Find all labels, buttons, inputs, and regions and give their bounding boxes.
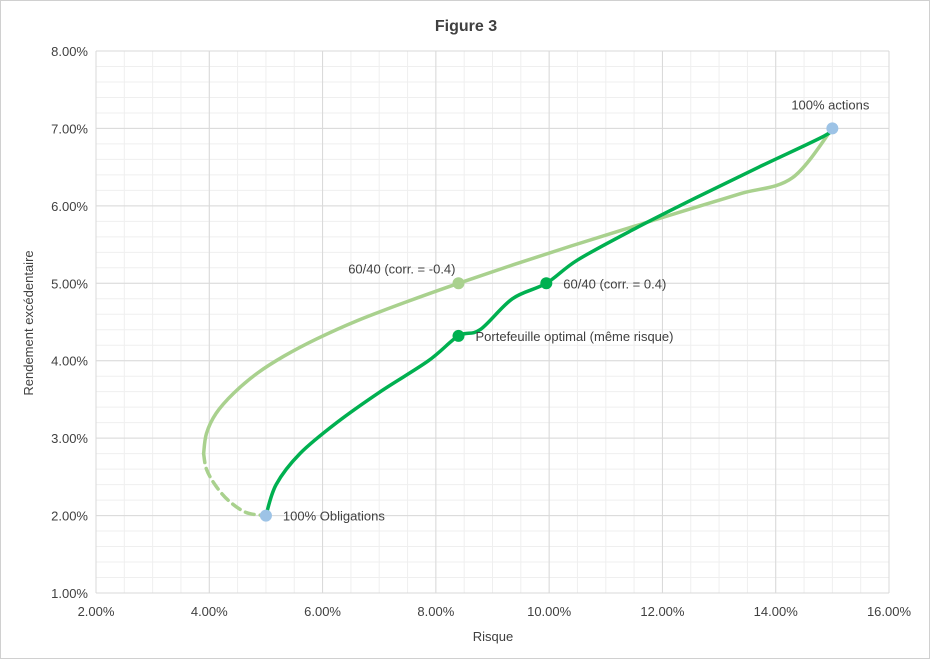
x-tick-label: 2.00%: [78, 604, 115, 619]
y-axis-label: Rendement excédentaire: [21, 250, 36, 395]
x-tick-label: 14.00%: [754, 604, 799, 619]
data-point: [452, 329, 465, 342]
labels-layer: 100% actions 100% Obligations 60/40 (corr.…: [283, 97, 870, 523]
y-tick-label: 1.00%: [51, 586, 88, 601]
series-line-2: [201, 451, 268, 518]
x-tick-label: 10.00%: [527, 604, 572, 619]
data-label: Portefeuille optimal (même risque): [476, 329, 674, 344]
data-label: 60/40 (corr. = -0.4): [348, 261, 455, 276]
y-tick-label: 7.00%: [51, 121, 88, 136]
y-tick-label: 4.00%: [51, 354, 88, 369]
points-layer: [259, 122, 839, 522]
data-point: [826, 122, 839, 135]
data-label: 100% actions: [791, 97, 870, 112]
x-tick-label: 12.00%: [640, 604, 685, 619]
y-tick-label: 5.00%: [51, 276, 88, 291]
x-tick-label: 8.00%: [417, 604, 454, 619]
data-point: [452, 277, 465, 290]
x-tick-label: 4.00%: [191, 604, 228, 619]
data-point: [259, 509, 272, 522]
series-layer: [201, 126, 835, 518]
y-tick-label: 8.00%: [51, 44, 88, 59]
y-tick-label: 6.00%: [51, 199, 88, 214]
x-tick-label: 16.00%: [867, 604, 912, 619]
x-axis-label: Risque: [473, 629, 513, 644]
series-line-3: [264, 126, 835, 518]
y-tick-label: 2.00%: [51, 509, 88, 524]
data-point: [540, 277, 553, 290]
grid-layer: 2.00% 4.00% 6.00% 8.00% 10.00% 12.00% 14.00% 16…: [51, 44, 911, 619]
data-label: 60/40 (corr. = 0.4): [563, 276, 666, 291]
chart-title: Figure 3: [435, 18, 497, 35]
series-line-1: [201, 126, 835, 456]
x-tick-label: 6.00%: [304, 604, 341, 619]
data-label: 100% Obligations: [283, 509, 385, 524]
y-tick-label: 3.00%: [51, 431, 88, 446]
